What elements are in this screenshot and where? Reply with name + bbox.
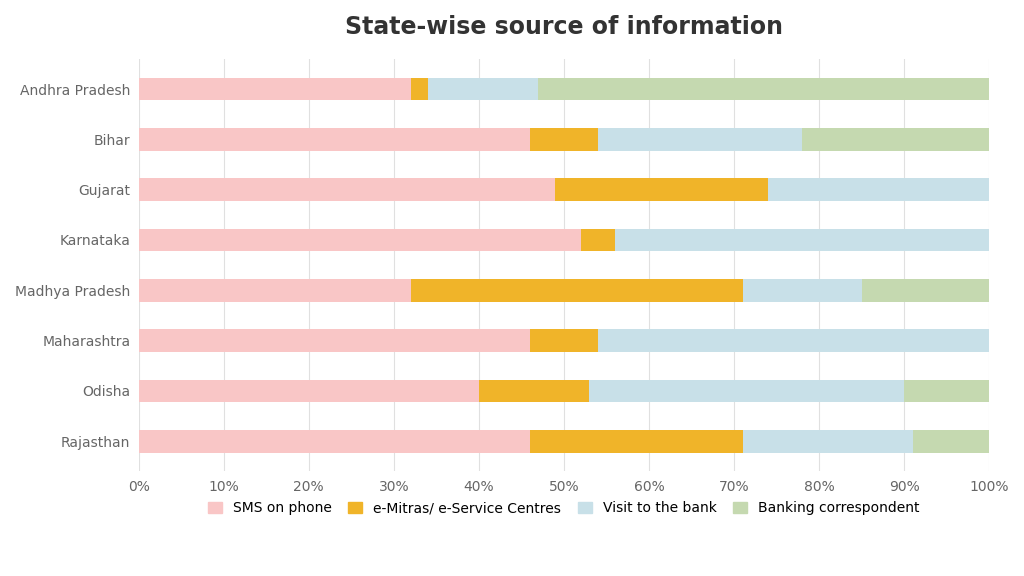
Bar bbox=[555, 179, 768, 201]
Bar bbox=[581, 229, 615, 251]
Bar bbox=[411, 279, 742, 302]
Bar bbox=[138, 179, 555, 201]
Bar bbox=[598, 329, 989, 352]
Bar bbox=[138, 279, 411, 302]
Bar bbox=[138, 430, 529, 453]
Bar bbox=[138, 78, 411, 100]
Title: State-wise source of information: State-wise source of information bbox=[345, 15, 783, 39]
Bar bbox=[138, 329, 529, 352]
Bar bbox=[138, 229, 581, 251]
Bar bbox=[529, 329, 598, 352]
Bar bbox=[138, 380, 479, 402]
Bar bbox=[539, 78, 989, 100]
Bar bbox=[411, 78, 428, 100]
Bar bbox=[598, 128, 802, 151]
Bar bbox=[590, 380, 904, 402]
Bar bbox=[529, 430, 742, 453]
Bar bbox=[904, 380, 989, 402]
Bar bbox=[742, 279, 861, 302]
Bar bbox=[428, 78, 539, 100]
Bar bbox=[529, 128, 598, 151]
Bar bbox=[768, 179, 989, 201]
Bar bbox=[479, 380, 590, 402]
Bar bbox=[615, 229, 989, 251]
Bar bbox=[138, 128, 529, 151]
Bar bbox=[802, 128, 989, 151]
Bar bbox=[912, 430, 989, 453]
Bar bbox=[861, 279, 989, 302]
Bar bbox=[742, 430, 912, 453]
Legend: SMS on phone, e-Mitras/ e-Service Centres, Visit to the bank, Banking correspond: SMS on phone, e-Mitras/ e-Service Centre… bbox=[201, 494, 927, 522]
